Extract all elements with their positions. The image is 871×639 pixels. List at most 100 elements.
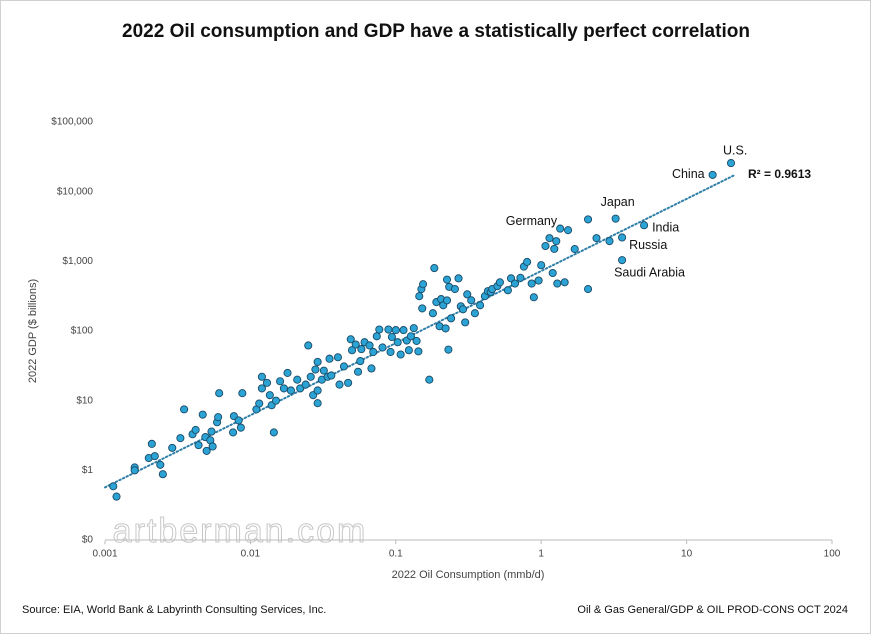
point: [351, 340, 360, 349]
point: [346, 335, 355, 344]
point: [404, 346, 413, 355]
y-tick-label: $10,000: [57, 186, 94, 197]
x-tick-label: 100: [824, 549, 841, 560]
point: [495, 278, 504, 287]
point: [109, 482, 118, 491]
point: [356, 357, 365, 366]
point: [391, 326, 400, 335]
point: [447, 314, 456, 323]
point: [375, 325, 384, 334]
point: [470, 309, 479, 318]
point: [156, 460, 165, 469]
point: [415, 292, 424, 301]
point: [344, 378, 353, 387]
point: [265, 391, 274, 400]
point: [236, 423, 245, 432]
point: [333, 353, 342, 362]
point-label: Japan: [601, 195, 635, 209]
r-squared: R² = 0.9613: [748, 167, 811, 181]
point: [176, 434, 185, 443]
point: [313, 399, 322, 408]
point: [548, 268, 557, 278]
point: [208, 442, 217, 451]
point: [516, 273, 525, 282]
point: [271, 396, 281, 405]
point: [441, 324, 450, 333]
y-tick-label: $10: [76, 395, 93, 406]
point: [409, 324, 418, 333]
point: [386, 347, 395, 357]
point: [286, 386, 295, 395]
chart-title: 2022 Oil consumption and GDP have a stat…: [122, 21, 750, 42]
point: [419, 280, 428, 289]
y-tick-label: $1,000: [62, 256, 93, 267]
x-tick-label: 10: [681, 549, 693, 560]
point: [357, 345, 366, 354]
point: [257, 384, 266, 393]
point: [444, 345, 453, 354]
point: [537, 261, 546, 270]
point-label: China: [672, 167, 705, 181]
point: [238, 389, 247, 398]
point: [313, 386, 322, 395]
point: [442, 275, 452, 284]
point: [180, 405, 189, 414]
y-tick-label: $100,000: [51, 117, 93, 128]
x-tick-label: 1: [538, 549, 544, 560]
point: [564, 226, 573, 235]
point: [279, 384, 288, 393]
point: [276, 377, 285, 386]
point: [293, 375, 302, 384]
point: [442, 296, 452, 305]
point: [640, 221, 649, 230]
point: [296, 384, 305, 393]
point: [215, 389, 224, 398]
y-tick-label: $0: [82, 535, 94, 546]
point: [503, 286, 512, 295]
point: [529, 293, 538, 302]
point: [313, 357, 322, 366]
point: [454, 274, 463, 283]
point: [234, 416, 243, 425]
point: [618, 233, 627, 242]
point: [378, 343, 387, 352]
point: [399, 326, 408, 335]
point: [527, 279, 536, 288]
point: [339, 362, 349, 371]
point: [306, 372, 315, 381]
point: [369, 347, 378, 357]
watermark: artberman.com: [113, 512, 368, 550]
point: [311, 365, 320, 374]
point-label: Germany: [506, 214, 558, 228]
point: [414, 347, 423, 356]
point: [229, 428, 238, 437]
point: [304, 341, 313, 350]
point: [430, 264, 439, 273]
point: [301, 380, 310, 389]
point: [168, 443, 177, 452]
point: [418, 304, 427, 313]
point: [708, 170, 717, 179]
point: [335, 380, 344, 389]
x-tick-label: 0.1: [389, 549, 403, 560]
point: [255, 399, 264, 408]
point: [202, 446, 211, 455]
point: [372, 332, 381, 341]
point: [550, 244, 559, 253]
point: [147, 439, 156, 448]
y-tick-label: $1: [82, 465, 94, 476]
point: [450, 285, 459, 294]
source: Source: EIA, World Bank & Labyrinth Cons…: [22, 604, 326, 616]
x-axis-label: 2022 Oil Consumption (mmb/d): [392, 569, 545, 581]
point: [726, 159, 736, 168]
point: [553, 279, 562, 288]
point-label: U.S.: [723, 143, 747, 157]
footnote: Oil & Gas General/GDP & OIL PROD-CONS OC…: [577, 604, 848, 616]
point: [367, 364, 376, 373]
point: [476, 301, 485, 310]
point: [467, 296, 476, 305]
point: [325, 354, 334, 363]
point: [584, 285, 593, 294]
point: [262, 378, 272, 387]
